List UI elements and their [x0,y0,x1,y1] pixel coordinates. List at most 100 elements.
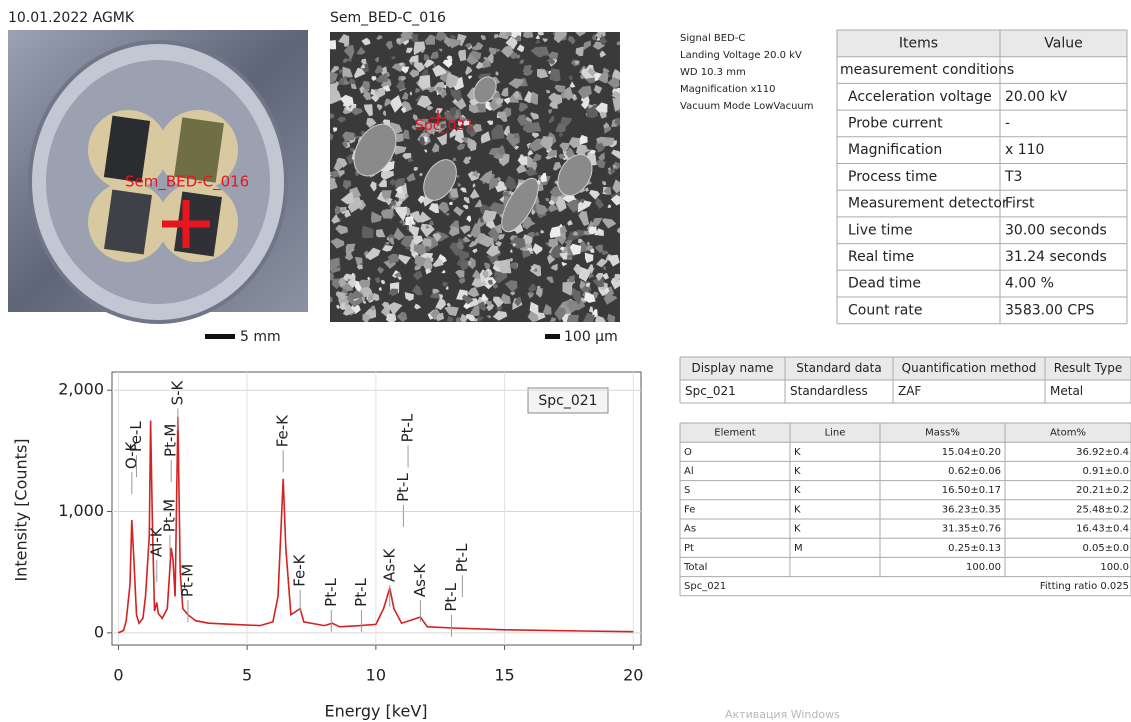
grain [589,306,594,314]
grain [553,32,568,44]
grain [449,129,459,139]
grain [547,204,558,213]
table-cell: 31.35±0.76 [942,524,1001,535]
grain [578,211,590,227]
grain [362,300,367,305]
grain [477,316,485,322]
grain [342,180,352,190]
plot-frame [111,371,642,646]
table-cell: 0.62±0.06 [948,466,1001,477]
grain [431,142,440,153]
grain [442,281,448,287]
grain [466,234,472,238]
grain [592,217,603,227]
sem-image [330,32,620,322]
grain [549,68,561,82]
grain [540,229,545,234]
grain [466,287,480,298]
grain [423,256,433,270]
grain [398,62,404,67]
grain [483,56,492,63]
grain [428,203,440,214]
grain [336,305,340,309]
grain [343,78,350,85]
item-value: - [1005,115,1010,131]
grain [512,243,517,248]
grain [514,133,520,139]
table-cell: 100.00 [966,562,1001,573]
x-tick-label: 0 [113,666,123,685]
grain [384,98,392,107]
sem-overlay-label: Spc_021 [415,118,474,134]
signal-info-line: Signal BED-C [680,33,745,44]
grain [387,253,400,264]
table-cell: Metal [1050,384,1083,398]
x-tick-label: 20 [623,666,643,685]
grain [342,66,353,78]
grain [585,187,589,192]
grain [381,171,394,181]
peak-label: Fe-K [291,553,309,586]
grain [331,213,341,224]
grain [374,57,380,63]
grain [424,149,428,153]
grain [462,236,471,243]
grain [436,133,447,146]
grain [378,287,382,291]
grain [391,63,406,72]
grain [568,275,575,284]
grain [531,208,536,216]
grain [528,138,544,152]
grain [413,61,425,73]
grain [396,79,406,91]
grain [585,244,593,251]
grain [513,145,520,150]
grain [423,159,457,201]
grain [333,160,343,172]
grain [342,131,355,142]
grain [584,292,596,303]
grain [354,67,366,79]
grain [478,235,494,248]
grain [349,289,364,300]
sem-scale: 100 µm [564,329,618,345]
grain [563,86,574,101]
quant-table-header-bg [680,357,1131,380]
grain [537,68,549,79]
grain [365,247,381,261]
grain [509,249,513,253]
grain [408,219,413,226]
grain [585,282,591,288]
grain [564,239,573,246]
grain [595,273,604,282]
grain [430,307,442,321]
grain [612,179,620,194]
grain [567,35,576,45]
grain [545,197,550,202]
grain [552,161,562,171]
grain [588,104,593,109]
grain [559,142,570,153]
grain [572,289,582,305]
grain [558,133,564,138]
grain [446,302,451,307]
peak-label: Al-K [147,526,165,557]
grain [593,84,603,94]
grain [432,63,437,68]
grain [363,90,372,101]
item-name: Real time [848,249,914,265]
grain [429,86,435,93]
grain [449,201,453,205]
grain [527,311,539,322]
grain [472,123,483,133]
grain [400,32,413,42]
table-cell: O [684,447,692,458]
grain [495,241,502,247]
grain [535,39,541,44]
grain [603,122,610,129]
grain [499,258,512,274]
grain [474,233,488,244]
grain [459,260,468,271]
grain [425,267,432,275]
grain [518,102,529,112]
